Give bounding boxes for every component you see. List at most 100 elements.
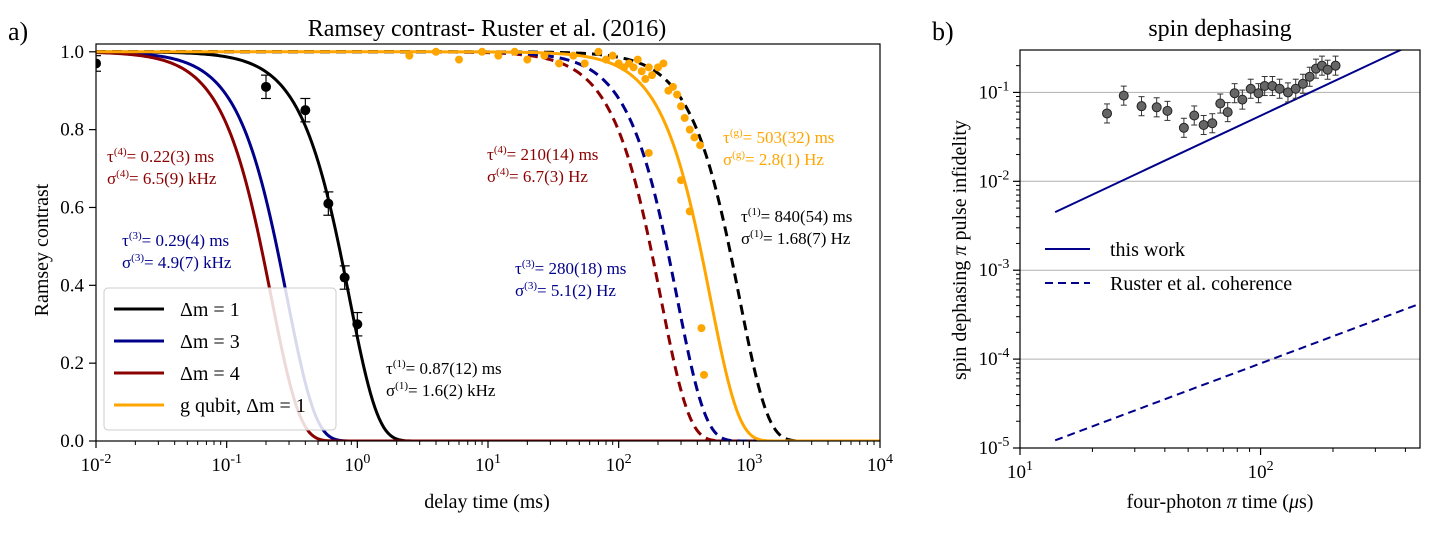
panel-a-point [644,148,653,157]
panel-a-point [540,51,549,60]
panel-b-point [1274,83,1285,94]
ann-sup: (3) [131,252,144,264]
panel-b-point [1253,88,1264,99]
panel-a-annotation: σ(4)= 6.5(9) kHz [107,168,217,188]
ann-rest: = 6.7(3) Hz [509,167,588,186]
panel-b-xtick-label-base: 10 [1248,462,1267,483]
ann-sym: τ [386,359,393,378]
panel-a-point [690,133,699,142]
ann-sup: (4) [114,146,127,158]
panel-b-point [1229,88,1240,99]
panel-b-ytick-label-exp: -4 [998,346,1010,361]
panel-a-xtick-label-exp: 0 [363,452,370,467]
panel-a-point [405,51,414,60]
ann-sym: τ [487,145,494,164]
panel-b-ytick-label: 10-2 [979,168,1010,192]
panel-a: a) Ramsey contrast- Ruster et al. (2016)… [8,16,893,513]
panel-a-point [644,63,653,72]
panel-b-xtick-label-exp: 2 [1267,459,1274,474]
panel-a-point [323,198,334,209]
panel-a-point [432,47,441,56]
panel-a-point [580,59,589,68]
panel-a-point [478,47,487,56]
panel-a-xtick-label-base: 10 [344,455,363,476]
panel-a-point [96,58,101,69]
panel-a-series-line-6 [96,50,880,441]
panel-b-xtick-label-base: 10 [1007,462,1026,483]
panel-a-point [261,81,272,92]
panel-b-point [1162,105,1173,116]
panel-a-point [633,55,642,64]
panel-a-point [680,113,689,122]
panel-b-point [1237,94,1248,105]
panel-a-annotation: σ(1)= 1.68(7) Hz [741,228,851,248]
panel-a-label: a) [8,17,28,46]
panel-a-point [602,55,611,64]
panel-b-legend-label: this work [1110,239,1185,261]
panel-b-point [1207,118,1218,129]
panel-a-xtick-label: 100 [344,452,370,476]
panel-b-point [1222,107,1233,118]
panel-b-point [1178,122,1189,133]
panel-a-xtick-label-base: 10 [81,455,100,476]
panel-a-ytick-label: 0.8 [60,120,84,141]
panel-a-xtick-label-exp: 4 [886,452,893,467]
panel-a-xtick-label: 104 [867,452,893,476]
panel-b-point [1322,64,1333,75]
ann-rest: = 210(14) ms [507,145,599,164]
panel-b-ytick-label: 10-1 [979,79,1010,103]
panel-a-legend-label: g qubit, Δm = 1 [180,395,306,417]
panel-a-xtick-label-base: 10 [211,455,230,476]
panel-a-xlabel: delay time (ms) [424,491,550,513]
panel-a-point [700,370,709,379]
panel-b-frame [1019,49,1421,449]
ann-rest: = 280(18) ms [535,259,627,278]
panel-b-point [1136,101,1147,112]
panel-a-xtick-label: 10-2 [81,452,112,476]
panel-b-point [1151,102,1162,113]
panel-b-ylabel: spin dephasing π pulse infidelity [949,120,971,380]
panel-b-point [1102,108,1113,119]
panel-a-xtick-label-exp: 1 [494,452,501,467]
panel-b-point [1215,98,1226,109]
panel-a-point [696,141,705,150]
panel-b-title: spin dephasing [1148,16,1291,42]
panel-a-point [697,324,706,333]
ann-rest: = 503(32) ms [743,128,835,147]
panel-a-annotation: τ(1)= 0.87(12) ms [386,358,502,378]
panel-a-xtick-label-base: 10 [867,455,886,476]
ann-sup: (4) [116,168,129,180]
ann-sup: (4) [494,144,507,156]
panel-a-annotation: τ(4)= 210(14) ms [487,144,598,164]
ann-sym: τ [515,259,522,278]
ann-rest: = 2.8(1) Hz [745,150,824,169]
panel-a-point [629,63,638,72]
ann-rest: = 4.9(7) kHz [144,253,232,272]
ann-rest: = 0.87(12) ms [406,359,502,378]
panel-b-ytick-label: 10-3 [979,257,1010,281]
panel-a-xtick-label-exp: 3 [755,452,762,467]
ann-sup: (4) [496,166,509,178]
panel-a-point [510,47,519,56]
panel-a-xtick-label-base: 10 [475,455,494,476]
panel-b-xtick-label: 102 [1248,459,1274,483]
ann-sup: (3) [129,230,142,242]
ann-sym: τ [122,231,129,250]
panel-a-xtick-label-base: 10 [736,455,755,476]
panel-a-point [300,105,311,116]
panel-a-ytick-label: 0.2 [60,353,84,374]
panel-a-point [455,55,464,64]
ann-rest: = 5.1(2) Hz [537,281,616,300]
panel-a-point [494,51,503,60]
panel-a-annotation: τ(4)= 0.22(3) ms [107,146,214,166]
panel-a-annotation: τ(3)= 280(18) ms [515,258,626,278]
panel-a-ylabel: Ramsey contrast [31,183,53,316]
panel-a-point [555,59,564,68]
panel-a-annotation: τ(3)= 0.29(4) ms [122,230,229,250]
panel-a-ytick-label: 0.4 [60,275,84,296]
panel-a-point [659,59,668,68]
panel-b-series-line-0 [1054,50,1403,214]
panel-a-annotation: τ(g)= 503(32) ms [723,127,834,147]
panel-a-annotation: σ(3)= 4.9(7) kHz [122,252,232,272]
panel-b-point [1330,60,1341,71]
